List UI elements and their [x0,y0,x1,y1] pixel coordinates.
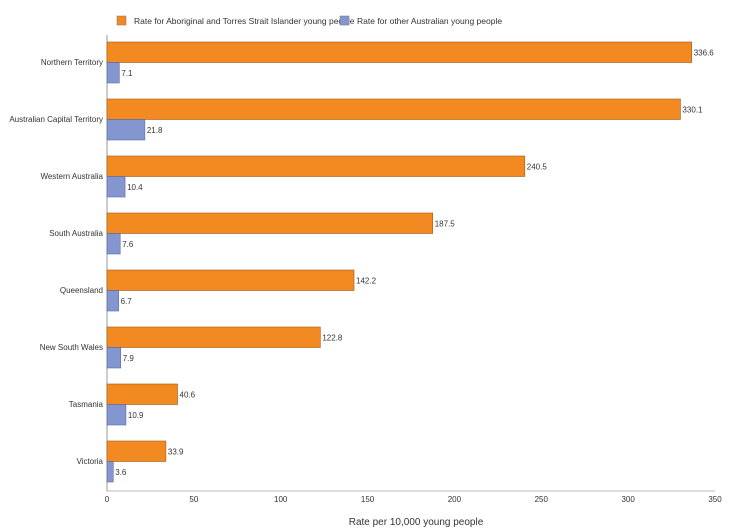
data-label: 40.6 [180,390,196,399]
x-tick-label: 350 [708,495,722,504]
x-tick-label: 0 [105,495,110,504]
bar-indigenous [106,326,321,348]
data-label: 7.1 [121,69,133,78]
data-label: 6.7 [121,297,133,306]
data-label: 10.9 [128,411,144,420]
bar-other [106,461,114,483]
x-tick-label: 300 [621,495,635,504]
data-label: 142.2 [356,276,377,285]
x-tick-label: 200 [448,495,462,504]
data-label: 21.8 [147,126,163,135]
bar-indigenous [106,212,434,234]
y-category-label: Tasmania [69,400,104,409]
y-category-label: Victoria [76,457,103,466]
x-tick-label: 50 [189,495,198,504]
data-label: 3.6 [115,468,127,477]
bar-other [106,233,121,255]
data-label: 187.5 [435,219,456,228]
data-label: 7.6 [122,240,134,249]
x-tick-label: 150 [361,495,375,504]
y-category-label: Northern Territory [41,58,103,67]
x-tick-label: 100 [274,495,288,504]
legend-swatch-0 [116,15,127,26]
data-label: 7.9 [123,354,135,363]
data-label: 240.5 [527,162,548,171]
legend-swatch-1 [339,15,350,26]
data-label: 10.4 [127,183,143,192]
bar-other [106,290,119,312]
bar-indigenous [106,98,681,120]
bar-other [106,404,127,426]
bar-indigenous [106,440,167,462]
y-category-label: Western Australia [40,172,103,181]
legend-label-0: Rate for Aboriginal and Torres Strait Is… [134,16,355,26]
y-category-label: Australian Capital Territory [9,115,103,124]
legend-label-1: Rate for other Australian young people [357,16,502,26]
data-label: 122.8 [322,333,343,342]
y-category-label: New South Wales [40,343,103,352]
bar-other [106,62,120,84]
y-category-label: Queensland [60,286,103,295]
bar-other [106,176,126,198]
x-axis-title: Rate per 10,000 young people [349,517,484,527]
x-tick-label: 250 [535,495,549,504]
bar-indigenous [106,269,355,291]
bar-indigenous [106,155,526,177]
data-label: 336.6 [694,48,715,57]
data-label: 33.9 [168,447,184,456]
bar-indigenous [106,41,693,63]
bar-indigenous [106,383,178,405]
bar-other [106,347,122,369]
bar-other [106,119,146,141]
data-label: 330.1 [682,105,703,114]
y-category-label: South Australia [49,229,103,238]
